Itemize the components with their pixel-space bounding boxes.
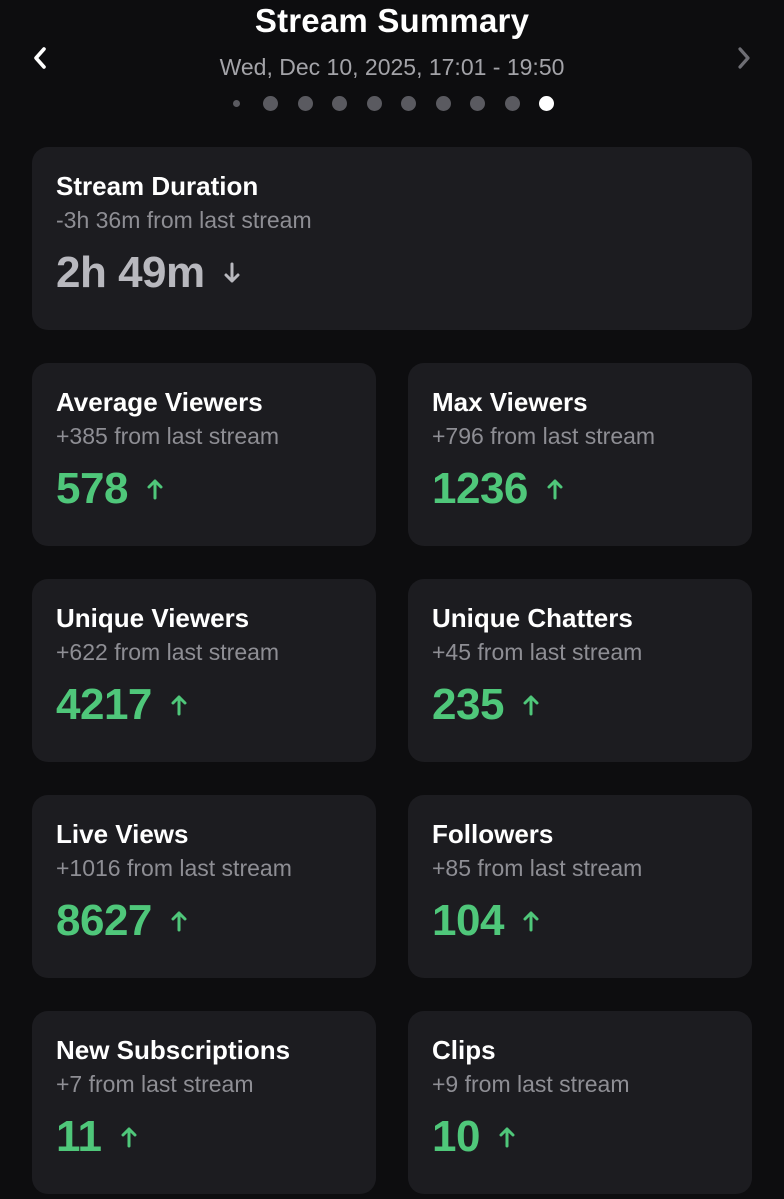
arrow-up-icon: [120, 1125, 138, 1149]
stat-delta: +7 from last stream: [56, 1071, 254, 1097]
stat-value-row: 235: [432, 675, 540, 735]
stat-value: 578: [56, 464, 128, 513]
page-dot[interactable]: [401, 96, 416, 111]
header: Stream Summary Wed, Dec 10, 2025, 17:01 …: [0, 0, 784, 130]
stat-delta: +385 from last stream: [56, 423, 280, 449]
stat-title: Live Views: [56, 819, 189, 849]
chevron-right-icon: [738, 47, 750, 69]
page-dot[interactable]: [233, 100, 240, 107]
stat-delta: +45 from last stream: [432, 639, 643, 665]
stat-value-row: 10: [432, 1107, 516, 1167]
stat-title: Unique Chatters: [432, 603, 633, 633]
arrow-up-icon: [170, 909, 188, 933]
stat-value: 8627: [56, 896, 152, 945]
stat-delta: +796 from last stream: [432, 423, 656, 449]
arrow-up-icon: [522, 693, 540, 717]
arrow-up-icon: [170, 693, 188, 717]
stat-card-followers: Followers +85 from last stream 104: [408, 795, 752, 978]
stat-card-clips: Clips +9 from last stream 10: [408, 1011, 752, 1194]
arrow-up-icon: [498, 1125, 516, 1149]
stream-date-range: Wed, Dec 10, 2025, 17:01 - 19:50: [219, 54, 565, 80]
stat-title: Stream Duration: [56, 171, 259, 201]
stat-value-row: 578: [56, 459, 164, 519]
stat-delta: +85 from last stream: [432, 855, 643, 881]
stat-value-row: 104: [432, 891, 540, 951]
stat-delta: -3h 36m from last stream: [56, 207, 312, 233]
stat-card-average-viewers: Average Viewers +385 from last stream 57…: [32, 363, 376, 546]
page-dot[interactable]: [263, 96, 278, 111]
stat-value: 10: [432, 1112, 480, 1161]
stat-value: 235: [432, 680, 504, 729]
arrow-up-icon: [522, 909, 540, 933]
stat-delta: +1016 from last stream: [56, 855, 292, 881]
arrow-up-icon: [146, 477, 164, 501]
arrow-up-icon: [546, 477, 564, 501]
stat-value: 1236: [432, 464, 528, 513]
stat-card-max-viewers: Max Viewers +796 from last stream 1236: [408, 363, 752, 546]
page-dot[interactable]: [332, 96, 347, 111]
stat-title: New Subscriptions: [56, 1035, 291, 1065]
page-dot[interactable]: [436, 96, 451, 111]
stat-card-stream-duration: Stream Duration -3h 36m from last stream…: [32, 147, 752, 330]
stat-value: 104: [432, 896, 504, 945]
page-dot[interactable]: [505, 96, 520, 111]
stat-value: 2h 49m: [56, 248, 205, 297]
arrow-down-icon: [223, 261, 241, 285]
stat-card-new-subscriptions: New Subscriptions +7 from last stream 11: [32, 1011, 376, 1194]
stat-title: Max Viewers: [432, 387, 588, 417]
stat-value-row: 11: [56, 1107, 138, 1167]
stat-value-row: 2h 49m: [56, 243, 241, 303]
page-dot[interactable]: [367, 96, 382, 111]
stat-value: 4217: [56, 680, 152, 729]
stat-title: Clips: [432, 1035, 496, 1065]
stat-title: Unique Viewers: [56, 603, 250, 633]
stat-value-row: 1236: [432, 459, 564, 519]
page-title: Stream Summary: [254, 2, 530, 39]
chevron-left-icon: [34, 47, 46, 69]
stat-delta: +622 from last stream: [56, 639, 280, 665]
stat-title: Followers: [432, 819, 554, 849]
stat-card-unique-chatters: Unique Chatters +45 from last stream 235: [408, 579, 752, 762]
stat-card-unique-viewers: Unique Viewers +622 from last stream 421…: [32, 579, 376, 762]
stat-card-live-views: Live Views +1016 from last stream 8627: [32, 795, 376, 978]
page-indicator: [0, 95, 784, 113]
previous-stream-button[interactable]: [22, 40, 58, 76]
page-dot[interactable]: [298, 96, 313, 111]
stat-delta: +9 from last stream: [432, 1071, 630, 1097]
stat-value: 11: [56, 1112, 102, 1161]
stat-title: Average Viewers: [56, 387, 263, 417]
stat-value-row: 4217: [56, 675, 188, 735]
page-dot-active[interactable]: [539, 96, 554, 111]
next-stream-button[interactable]: [726, 40, 762, 76]
page-dot[interactable]: [470, 96, 485, 111]
stat-value-row: 8627: [56, 891, 188, 951]
